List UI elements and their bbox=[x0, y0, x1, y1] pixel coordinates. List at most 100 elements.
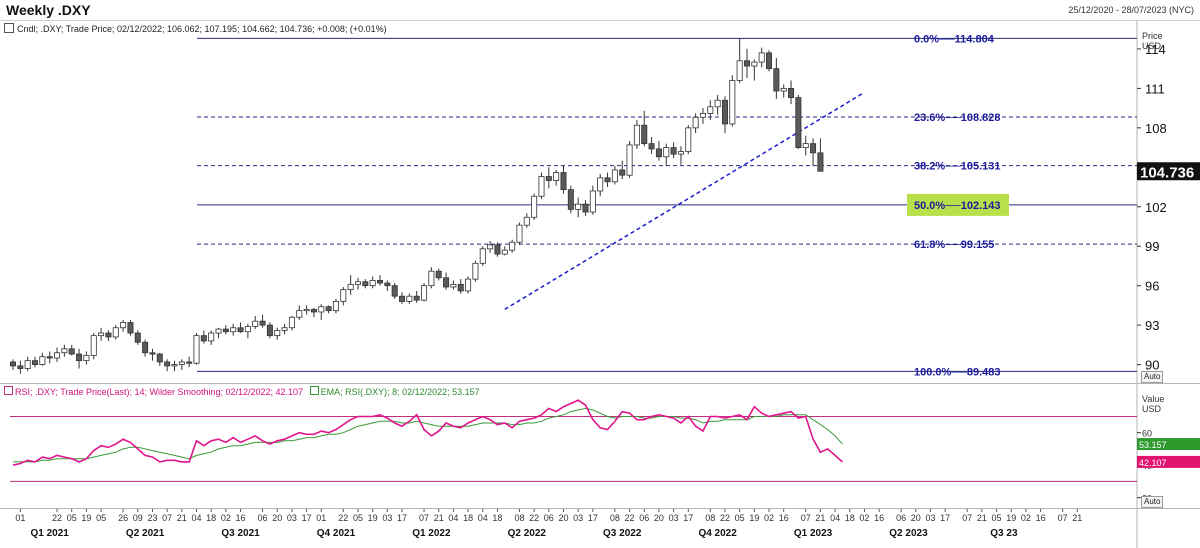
candle-body bbox=[802, 143, 809, 148]
price-legend: Cndl; .DXY; Trade Price; 02/12/2022; 106… bbox=[4, 23, 387, 34]
quarter-label: Q2 2023 bbox=[889, 528, 928, 539]
fib-level-label: 23.6%──108.828 bbox=[914, 112, 1001, 124]
time-tick-label: 01 bbox=[316, 513, 326, 523]
candle-body bbox=[310, 308, 317, 313]
time-tick-label: 22 bbox=[338, 513, 348, 523]
candle-body bbox=[685, 127, 692, 152]
candle-body bbox=[296, 310, 303, 318]
price-axis-unit: USD bbox=[1142, 41, 1162, 51]
candle-body bbox=[509, 241, 516, 251]
price-tick-label: 102 bbox=[1145, 200, 1167, 215]
candle-body bbox=[76, 353, 83, 362]
candle-body bbox=[413, 295, 420, 301]
price-tick-label: 114 bbox=[1145, 42, 1166, 57]
candle-body bbox=[399, 295, 406, 302]
rsi-legend: RSI; .DXY; Trade Price(Last); 14; Wilder… bbox=[4, 386, 480, 397]
candle-body bbox=[193, 335, 200, 364]
price-tick-label: 99 bbox=[1145, 239, 1159, 254]
quarter-label: Q4 2022 bbox=[698, 528, 737, 539]
candle-body bbox=[369, 280, 376, 287]
candle-body bbox=[538, 176, 545, 197]
quarter-label: Q3 23 bbox=[990, 528, 1018, 539]
candle-body bbox=[274, 329, 281, 337]
rsi-axis-title: Value bbox=[1142, 394, 1164, 404]
time-tick-label: 18 bbox=[206, 513, 216, 523]
ema-value-label: 53.157 bbox=[1139, 440, 1167, 450]
quarter-label: Q1 2022 bbox=[412, 528, 451, 539]
candle-body bbox=[178, 361, 185, 365]
candle-body bbox=[699, 112, 706, 118]
time-tick-label: 05 bbox=[735, 513, 745, 523]
candle-body bbox=[208, 332, 215, 342]
candle-body bbox=[120, 322, 127, 329]
time-tick-label: 06 bbox=[258, 513, 268, 523]
time-tick-label: 26 bbox=[118, 513, 128, 523]
price-auto-button[interactable]: Auto bbox=[1141, 371, 1164, 383]
candle-body bbox=[428, 270, 435, 287]
candle-body bbox=[582, 203, 589, 213]
time-tick-label: 05 bbox=[992, 513, 1002, 523]
time-tick-label: 07 bbox=[162, 513, 172, 523]
price-panel: Cndl; .DXY; Trade Price; 02/12/2022; 106… bbox=[0, 20, 1200, 383]
time-tick-label: 22 bbox=[529, 513, 539, 523]
time-tick-label: 05 bbox=[353, 513, 363, 523]
candle-body bbox=[164, 361, 171, 367]
fib-level-label: 50.0%──102.143 bbox=[914, 200, 1001, 212]
candle-body bbox=[354, 281, 361, 285]
candle-body bbox=[494, 244, 501, 255]
candle-body bbox=[736, 60, 743, 81]
time-tick-label: 03 bbox=[382, 513, 392, 523]
title-bar: Weekly .DXY 25/12/2020 - 28/07/2023 (NYC… bbox=[0, 0, 1200, 21]
time-tick-label: 16 bbox=[236, 513, 246, 523]
candle-body bbox=[24, 360, 31, 369]
candle-body bbox=[788, 87, 795, 98]
time-tick-label: 20 bbox=[911, 513, 921, 523]
time-tick-label: 18 bbox=[845, 513, 855, 523]
rsi-legend-text: RSI; .DXY; Trade Price(Last); 14; Wilder… bbox=[15, 387, 304, 397]
candle-body bbox=[156, 353, 163, 363]
candle-body bbox=[729, 80, 736, 125]
candle-body bbox=[655, 148, 662, 158]
time-tick-label: 01 bbox=[15, 513, 25, 523]
candle-body bbox=[244, 326, 251, 333]
time-tick-label: 07 bbox=[962, 513, 972, 523]
candle-body bbox=[487, 244, 494, 250]
candle-body bbox=[443, 277, 450, 288]
candle-body bbox=[670, 147, 677, 155]
time-axis: 01 22 05 19 05 26 09 23 07 21 04 18 02 16 06 20 03 17 01 22… bbox=[0, 508, 1200, 548]
candle-body bbox=[597, 177, 604, 192]
time-tick-label: 22 bbox=[720, 513, 730, 523]
time-tick-label: 03 bbox=[925, 513, 935, 523]
time-tick-label: 21 bbox=[434, 513, 444, 523]
candle-body bbox=[222, 328, 229, 333]
candle-body bbox=[516, 224, 523, 243]
time-tick-label: 08 bbox=[705, 513, 715, 523]
fib-level-label: 0.0%──114.804 bbox=[914, 33, 995, 45]
time-tick-label: 03 bbox=[287, 513, 297, 523]
candle-body bbox=[472, 262, 479, 280]
rsi-tick-label: 60 bbox=[1142, 429, 1152, 439]
time-tick-label: 20 bbox=[654, 513, 664, 523]
time-tick-label: 04 bbox=[830, 513, 840, 523]
candle-body bbox=[127, 322, 134, 334]
candle-body bbox=[611, 169, 618, 183]
time-tick-label: 21 bbox=[815, 513, 825, 523]
price-chart[interactable]: PriceUSD909396991021051081111140.0%──114… bbox=[0, 20, 1200, 383]
time-tick-label: 21 bbox=[1072, 513, 1082, 523]
quarter-label: Q3 2022 bbox=[603, 528, 642, 539]
time-tick-label: 21 bbox=[977, 513, 987, 523]
price-tick-label: 108 bbox=[1145, 121, 1167, 136]
rsi-auto-button[interactable]: Auto bbox=[1141, 496, 1164, 508]
candle-body bbox=[677, 151, 684, 155]
candle-body bbox=[648, 143, 655, 150]
time-tick-label: 04 bbox=[191, 513, 201, 523]
time-tick-label: 19 bbox=[749, 513, 759, 523]
candle-body bbox=[707, 106, 714, 114]
price-legend-text: Cndl; .DXY; Trade Price; 02/12/2022; 106… bbox=[17, 24, 387, 34]
candle-body bbox=[406, 295, 413, 302]
candle-body bbox=[810, 143, 817, 154]
last-price-label: 104.736 bbox=[1140, 164, 1194, 181]
candle-body bbox=[575, 203, 582, 210]
candle-body bbox=[773, 68, 780, 92]
